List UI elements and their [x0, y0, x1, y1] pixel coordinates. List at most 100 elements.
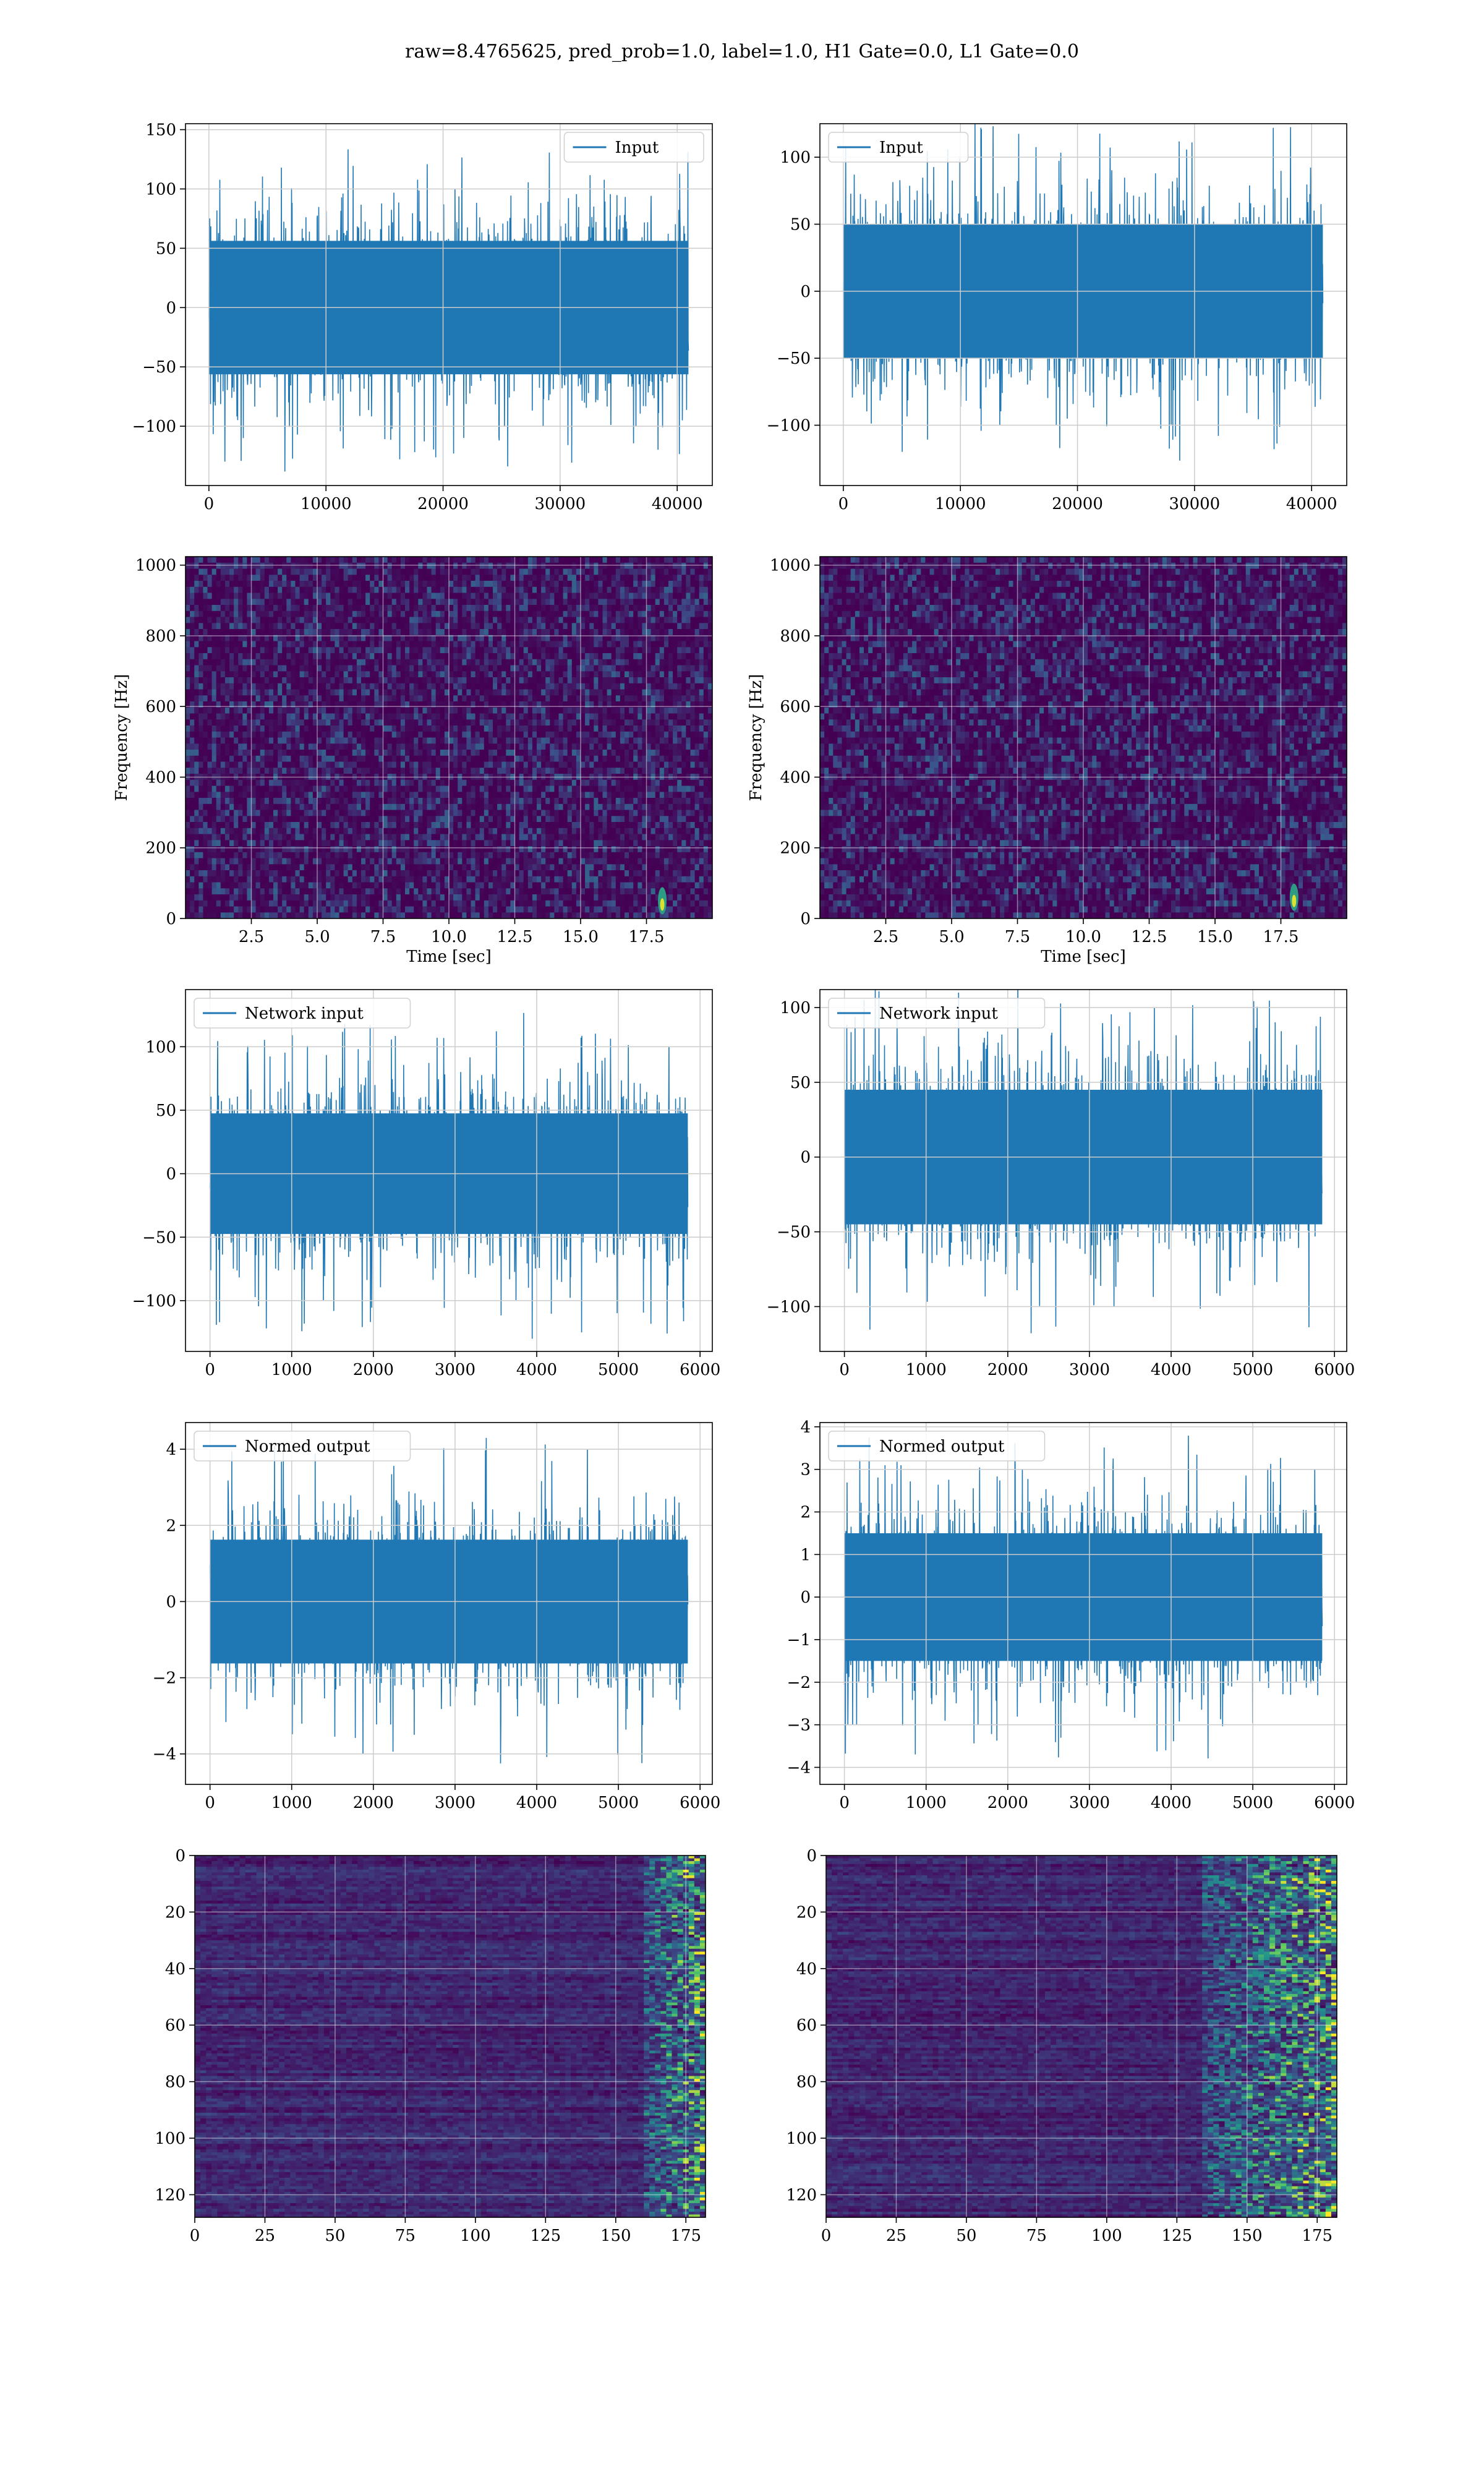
spectrogram-h1-cell — [194, 641, 199, 648]
spectrogram-h1-cell — [427, 713, 432, 720]
spectrogram-h1-cell — [541, 659, 546, 666]
spectrogram-h1-cell — [216, 562, 221, 570]
spectrogram-h1-cell — [207, 906, 213, 913]
spectrogram-h1-cell — [352, 876, 357, 883]
spectrogram-h1-cell — [475, 737, 480, 744]
spectrogram-h1-cell — [365, 876, 370, 883]
spectrogram-h1-cell — [299, 713, 305, 720]
spectrogram-h1-cell — [383, 568, 388, 575]
spectrogram-h1-cell — [462, 635, 467, 642]
spectrogram-h1-cell — [264, 858, 270, 865]
spectrogram-h1-cell — [295, 557, 301, 563]
spectrogram-h1-cell — [190, 568, 195, 575]
input-h1-ytick-label: 0 — [166, 299, 176, 317]
spectrogram-h1-cell — [291, 586, 296, 594]
spectrogram-h1-cell — [422, 852, 428, 859]
spectrogram-h1-cell — [497, 665, 502, 672]
spectrogram-h1-cell — [431, 864, 437, 871]
spectrogram-h1-cell — [458, 803, 463, 811]
spectrogram-h1-cell — [422, 629, 428, 636]
spectrogram-h1-cell — [304, 864, 309, 871]
spectrogram-h1-cell — [356, 562, 362, 570]
spectrogram-h1-cell — [444, 792, 450, 798]
spectrogram-h1-cell — [317, 731, 322, 738]
spectrogram-h1-cell — [278, 731, 283, 738]
spectrogram-h1-cell — [519, 846, 524, 853]
spectrogram-h1-cell — [387, 689, 393, 696]
spectrogram-h1-cell — [418, 707, 423, 714]
spectrogram-h1-cell — [365, 822, 370, 829]
spectrogram-h1-cell — [186, 803, 190, 811]
spectrogram-h1-cell — [435, 671, 441, 678]
spectrogram-h1-cell — [458, 779, 463, 787]
spectrogram-h1-cell — [541, 635, 546, 642]
spectrogram-h1-cell — [422, 846, 428, 853]
spectrogram-h1-cell — [431, 593, 437, 599]
spectrogram-h1-cell — [418, 568, 423, 575]
spectrogram-h1-cell — [194, 750, 199, 756]
spectrogram-h1-cell — [414, 671, 419, 678]
spectrogram-h1-cell — [514, 610, 520, 618]
spectrogram-h1-cell — [523, 635, 529, 642]
spectrogram-h1-cell — [247, 659, 252, 666]
spectrogram-h1-cell — [220, 653, 226, 660]
spectrogram-h1-cell — [484, 610, 489, 618]
spectrogram-h1-cell — [391, 659, 397, 666]
spectrogram-h1-cell — [308, 701, 313, 708]
spectrogram-h1-cell — [343, 852, 349, 859]
spectrogram-h1-cell — [317, 568, 322, 575]
spectrogram-h1-cell — [251, 707, 257, 714]
spectrogram-h1-cell — [330, 623, 335, 630]
spectrogram-h1-cell — [497, 816, 502, 823]
spectrogram-h1-cell — [405, 689, 410, 696]
spectrogram-h1-cell — [506, 737, 511, 744]
spectrogram-h1-cell — [444, 683, 450, 690]
spectrogram-h1-cell — [322, 557, 326, 563]
spectrogram-h1-cell — [514, 671, 520, 678]
spectrogram-h1-cell — [330, 689, 335, 696]
spectrogram-h1-cell — [387, 635, 393, 642]
spectrogram-h1-cell — [471, 768, 476, 774]
spectrogram-h1-cell — [224, 605, 230, 612]
spectrogram-h1-cell — [242, 605, 247, 612]
spectrogram-h1-cell — [190, 671, 195, 678]
spectrogram-h1-cell — [317, 689, 322, 696]
spectrogram-h1-cell — [224, 635, 230, 642]
spectrogram-h1-cell — [260, 707, 265, 714]
spectrogram-h1-cell — [308, 822, 313, 829]
spectrogram-h1-cell — [203, 858, 208, 865]
spectrogram-h1-cell — [444, 701, 450, 708]
input-h1-xtick-label: 0 — [204, 495, 215, 513]
spectrogram-h1-cell — [466, 810, 472, 816]
spectrogram-h1-cell — [383, 623, 388, 630]
spectrogram-h1-cell — [242, 828, 247, 835]
spectrogram-h1-cell — [335, 731, 340, 738]
spectrogram-h1-cell — [396, 713, 401, 720]
spectrogram-h1-cell — [308, 912, 313, 918]
spectrogram-h1-cell — [282, 635, 287, 642]
spectrogram-h1-cell — [519, 635, 524, 642]
spectrogram-h1-cell — [449, 659, 454, 666]
spectrogram-h1-cell — [335, 562, 340, 570]
spectrogram-h1-cell — [190, 683, 195, 690]
spectrogram-h1-cell — [444, 641, 450, 648]
spectrogram-h1-cell — [440, 653, 445, 660]
spectrogram-h1-cell — [537, 803, 542, 811]
spectrogram-h1-cell — [291, 779, 296, 787]
spectrogram-h1-cell — [458, 858, 463, 865]
spectrogram-h1-cell — [370, 822, 375, 829]
spectrogram-h1-cell — [308, 599, 313, 606]
spectrogram-h1-cell — [229, 641, 234, 648]
spectrogram-h1-cell — [190, 731, 195, 738]
spectrogram-h1-cell — [462, 617, 467, 623]
spectrogram-h1-cell — [304, 707, 309, 714]
spectrogram-h1-cell — [190, 677, 195, 684]
spectrogram-h1-cell — [501, 575, 506, 581]
spectrogram-h1-cell — [466, 713, 472, 720]
spectrogram-h1-cell — [484, 726, 489, 732]
spectrogram-h1-cell — [471, 894, 476, 901]
spectrogram-h1-cell — [493, 623, 498, 630]
spectrogram-h1-cell — [488, 605, 493, 612]
spectrogram-h1-cell — [484, 852, 489, 859]
spectrogram-h1-cell — [409, 755, 414, 763]
